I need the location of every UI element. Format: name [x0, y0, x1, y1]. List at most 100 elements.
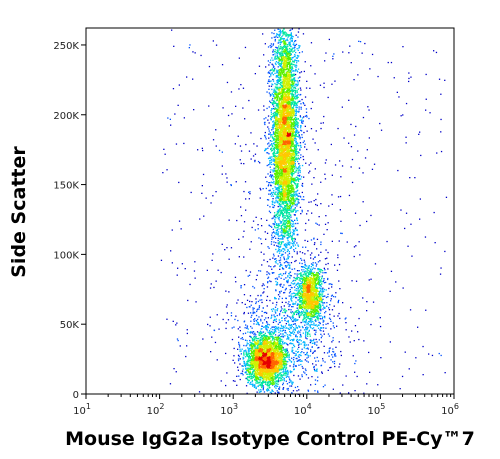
event-point [292, 126, 294, 128]
event-point [286, 164, 288, 167]
event-point [288, 79, 290, 81]
event-point [280, 229, 283, 231]
event-point [274, 221, 276, 224]
event-point [293, 230, 295, 232]
event-point [296, 130, 299, 132]
event-point [286, 265, 288, 267]
event-point [291, 123, 293, 125]
event-point [284, 230, 287, 232]
event-point [293, 101, 295, 103]
event-point [297, 101, 299, 104]
event-point [281, 54, 284, 56]
event-point [297, 172, 299, 174]
event-point [272, 104, 274, 106]
event-point [286, 172, 288, 175]
event-point [300, 71, 303, 73]
event-point [283, 195, 285, 197]
event-point [279, 87, 281, 89]
event-point [282, 68, 284, 70]
event-point [286, 183, 288, 185]
event-point [272, 178, 274, 181]
event-point [283, 45, 285, 48]
event-point [294, 191, 296, 193]
event-point [286, 103, 288, 105]
event-point [286, 230, 288, 232]
event-point [284, 57, 286, 59]
event-point [278, 179, 281, 182]
event-point [279, 125, 281, 127]
event-point [289, 41, 291, 43]
event-point [277, 79, 279, 81]
event-point [285, 100, 287, 102]
event-point [289, 60, 292, 62]
event-point [277, 205, 279, 208]
event-point [299, 167, 301, 169]
event-point [274, 136, 276, 138]
event-point [290, 40, 292, 42]
event-point [277, 226, 279, 229]
event-point [289, 58, 291, 60]
event-point [293, 42, 295, 44]
event-point [280, 124, 282, 126]
event-point [293, 192, 295, 194]
event-point [284, 136, 287, 138]
event-point [273, 170, 275, 172]
event-point [281, 123, 284, 125]
event-point [278, 186, 280, 189]
event-point [273, 95, 275, 97]
event-point [287, 87, 289, 89]
event-point [281, 203, 283, 205]
event-point [275, 162, 278, 164]
event-point [287, 59, 290, 61]
event-point [296, 104, 298, 106]
event-point [285, 188, 287, 191]
event-point [275, 122, 277, 124]
event-point [273, 142, 275, 145]
event-point [278, 71, 280, 74]
event-point [268, 153, 270, 155]
event-point [289, 91, 291, 93]
event-point [281, 86, 284, 89]
event-point [278, 74, 280, 76]
event-point [283, 161, 285, 163]
event-point [283, 125, 285, 127]
event-point [294, 146, 296, 149]
event-point [283, 113, 285, 116]
event-point [273, 190, 275, 192]
event-point [269, 175, 271, 177]
event-point [284, 170, 286, 172]
event-point [288, 87, 291, 89]
event-point [280, 65, 282, 68]
event-point [283, 104, 285, 106]
event-point [292, 280, 294, 282]
event-point [273, 144, 275, 146]
event-point [285, 118, 288, 120]
event-point [282, 32, 284, 34]
event-point [288, 186, 290, 188]
event-point [271, 134, 273, 136]
event-point [267, 82, 269, 84]
event-point [286, 113, 288, 115]
event-point [294, 195, 296, 197]
event-point [289, 170, 292, 172]
event-point [297, 56, 299, 58]
event-point [287, 121, 289, 123]
event-point [273, 223, 275, 225]
event-point [275, 75, 278, 77]
event-point [283, 66, 285, 69]
event-point [280, 78, 282, 81]
event-point [280, 75, 282, 77]
event-point [292, 221, 294, 223]
event-point [284, 193, 286, 195]
event-point [286, 166, 288, 169]
event-point [289, 105, 291, 107]
event-point [282, 109, 284, 111]
event-point [289, 133, 291, 135]
event-point [278, 136, 281, 138]
event-point [280, 120, 283, 122]
event-point [275, 199, 277, 201]
event-point [280, 191, 282, 193]
event-point [298, 44, 300, 47]
event-point [289, 128, 292, 130]
event-point [278, 47, 280, 49]
